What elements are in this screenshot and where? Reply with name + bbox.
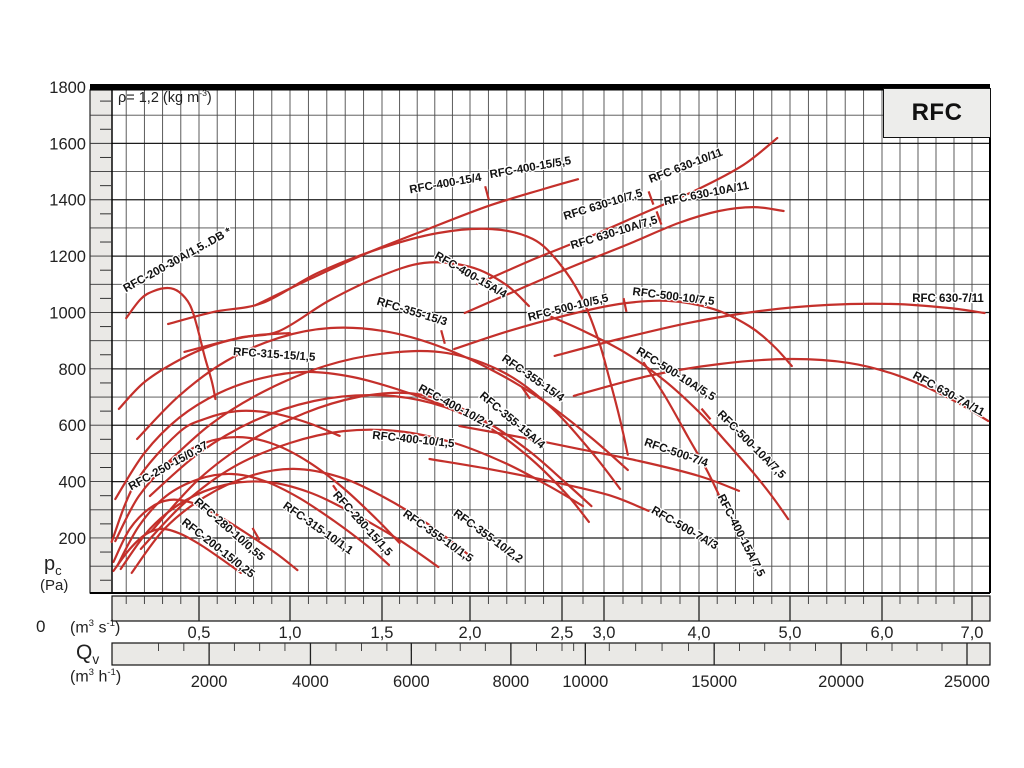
- flow-symbol-label: Qv: [76, 641, 100, 668]
- x-tick-label-m3s: 0,5: [188, 624, 211, 642]
- x-tick-label-m3s: 5,0: [779, 624, 802, 642]
- fan-curve: [119, 480, 440, 571]
- fan-curve: [254, 178, 580, 307]
- curve-label: RFC-400-15/4: [409, 172, 483, 197]
- power-segment-tick: [251, 527, 261, 541]
- curve-label: RFC 630-10/11: [647, 146, 725, 185]
- x-axis-m3s-ruler: [111, 595, 991, 622]
- air-density-annotation: ρ= 1,2 (kg m-3): [118, 88, 212, 106]
- fan-curve: [114, 370, 494, 501]
- x-tick-label-m3s: 7,0: [961, 624, 984, 642]
- x-tick-label-m3h: 20000: [818, 673, 864, 691]
- curve-label: RFC 630-7/11: [912, 293, 984, 305]
- plot-top-border: [90, 84, 990, 91]
- power-segment-tick: [700, 407, 712, 421]
- fan-curve: [642, 361, 722, 501]
- y-tick-label: 200: [58, 530, 86, 548]
- y-tick-label: 400: [58, 474, 86, 492]
- x-tick-label-m3h: 10000: [562, 673, 608, 691]
- axis-layer: 1800 1600 1400 1200 1000 800 600 400 200 0,5 1,0 1,…: [49, 79, 991, 691]
- x-tick-label-m3h: 8000: [493, 673, 530, 691]
- y-tick-label: 800: [58, 361, 86, 379]
- series-title-box: RFC: [883, 88, 991, 138]
- y-tick-label: 1800: [49, 79, 86, 97]
- fan-curve: [476, 136, 779, 286]
- x-axis-m3h-unit-label: (m3 h-1): [70, 667, 122, 686]
- x-tick-label-m3h: 15000: [691, 673, 737, 691]
- x-tick-label-m3s: 1,5: [371, 624, 394, 642]
- curve-label: RFC-250-15/0,37: [127, 440, 211, 494]
- fan-curve: [150, 391, 593, 532]
- fan-curve: [463, 205, 785, 315]
- x-tick-label-m3h: 25000: [944, 673, 990, 691]
- y-axis-tick-strip: [89, 89, 113, 594]
- fan-curve: [117, 332, 292, 410]
- series-title: RFC: [911, 99, 963, 126]
- fan-curve: [428, 457, 650, 512]
- fan-curve: [125, 286, 217, 401]
- power-segment-tick: [332, 484, 342, 498]
- fan-curve: [112, 498, 299, 572]
- fan-curve: [139, 428, 585, 551]
- fan-curve: [458, 425, 741, 492]
- power-segment-tick: [655, 211, 663, 225]
- fan-curve: [136, 326, 629, 472]
- y-tick-label: 1000: [49, 304, 86, 322]
- x-tick-label-m3s: 2,0: [459, 624, 482, 642]
- fan-curve: [167, 227, 629, 456]
- fan-curve: [548, 314, 790, 521]
- y-tick-label: 600: [58, 417, 86, 435]
- curve-label: RFC-315-15/1,5: [233, 346, 317, 364]
- power-segment-tick: [647, 191, 655, 205]
- x-tick-label-m3s: 6,0: [871, 624, 894, 642]
- y-axis-unit-label: pc: [44, 553, 62, 578]
- x-axis-m3s-unit-label: (m3 s-1): [70, 618, 121, 637]
- y-tick-label: 1600: [49, 135, 86, 153]
- fan-curve: [453, 299, 793, 368]
- x-tick-label-m3s: 2,5: [551, 624, 574, 642]
- fan-curve: [114, 435, 401, 545]
- x-axis-m3h-ruler: [111, 642, 991, 666]
- fan-curve: [130, 467, 472, 574]
- fan-curve: [553, 302, 986, 357]
- y-axis-unit-paren: (Pa): [40, 577, 69, 594]
- y-axis-zero-label: 0: [36, 617, 46, 636]
- curve-label: RFC-500-10A/5,5: [634, 345, 718, 404]
- power-segment-tick: [440, 329, 446, 345]
- x-tick-label-m3s: 4,0: [688, 624, 711, 642]
- curve-label: RFC-400-15/5,5: [489, 155, 573, 181]
- fan-curve: [148, 393, 590, 523]
- x-tick-label-m3s: 3,0: [593, 624, 616, 642]
- curve-label: RFC 630-7A/11: [911, 370, 987, 420]
- curve-label: RFC-500-7A/3: [649, 505, 720, 553]
- x-tick-label-m3h: 2000: [191, 673, 228, 691]
- fan-curve: [110, 409, 341, 543]
- power-segment-tick: [521, 386, 531, 400]
- fan-curve: [157, 349, 622, 490]
- y-tick-label: 1200: [49, 248, 86, 266]
- y-tick-label: 1400: [49, 192, 86, 210]
- curve-label: RFC-500-10/7,5: [632, 286, 716, 308]
- x-tick-label-m3h: 6000: [393, 673, 430, 691]
- power-segment-tick: [484, 185, 490, 201]
- x-tick-label-m3s: 1,0: [279, 624, 302, 642]
- curves-layer: [110, 136, 990, 574]
- power-segment-tick: [622, 297, 628, 313]
- fan-curve: [112, 527, 242, 574]
- fan-curve: [572, 357, 990, 423]
- x-tick-label-m3h: 4000: [292, 673, 329, 691]
